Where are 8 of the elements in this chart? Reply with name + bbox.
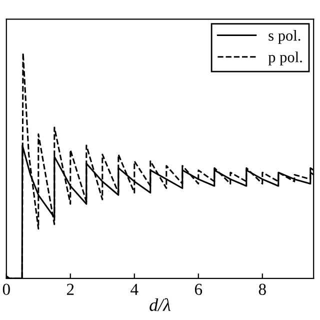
x-tick-label: 0	[2, 284, 10, 295]
x-tick-label: 2	[66, 284, 74, 295]
x-axis-title: d/λ	[150, 298, 170, 312]
legend-label: s pol.	[268, 30, 300, 44]
legend-label: p pol.	[268, 52, 302, 66]
x-tick-label: 6	[194, 284, 202, 295]
x-tick-label: 4	[130, 284, 138, 295]
x-tick-label: 8	[258, 284, 266, 295]
